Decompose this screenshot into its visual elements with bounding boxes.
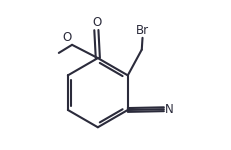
Text: N: N xyxy=(165,103,173,116)
Text: O: O xyxy=(92,16,102,29)
Text: Br: Br xyxy=(136,24,149,37)
Text: O: O xyxy=(62,31,71,44)
